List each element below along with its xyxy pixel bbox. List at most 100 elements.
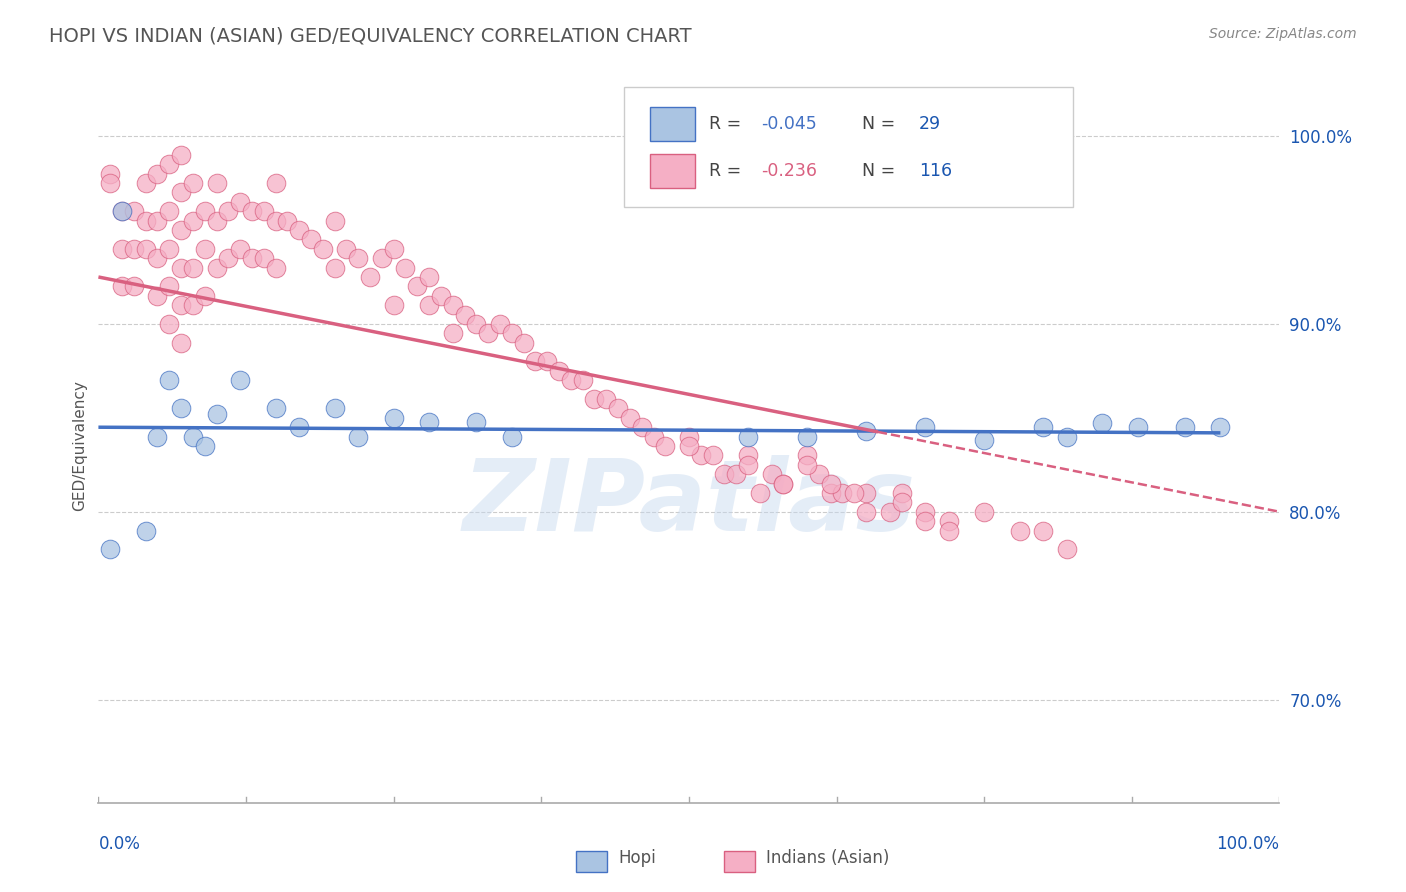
Point (583, 392, 606, 406)
Text: Source: ZipAtlas.com: Source: ZipAtlas.com (1209, 27, 1357, 41)
Point (170, 223, 193, 237)
Point (689, 449, 711, 463)
Text: R =: R = (709, 115, 747, 133)
Point (146, 213, 169, 227)
Point (938, 524, 960, 538)
Point (748, 486, 770, 500)
Point (170, 186, 193, 200)
Point (406, 279, 429, 293)
Point (654, 439, 676, 453)
Point (157, 204, 180, 219)
Point (181, 176, 204, 190)
Point (914, 420, 936, 434)
Point (181, 213, 204, 227)
Point (205, 407, 228, 421)
Point (382, 242, 405, 256)
Point (820, 476, 842, 491)
Point (1209, 420, 1232, 434)
Point (98, 167, 121, 181)
Point (323, 401, 346, 416)
Point (1174, 420, 1197, 434)
Point (229, 373, 252, 387)
Point (1032, 420, 1054, 434)
Point (737, 429, 759, 443)
Point (359, 270, 381, 285)
Point (205, 213, 228, 227)
Point (111, 242, 134, 256)
Point (135, 524, 157, 538)
Point (170, 401, 193, 416)
Point (323, 213, 346, 227)
Point (157, 157, 180, 171)
Point (347, 429, 370, 443)
Point (157, 373, 180, 387)
Point (335, 242, 357, 256)
Point (772, 476, 794, 491)
Point (890, 495, 912, 509)
Point (831, 486, 853, 500)
Point (536, 354, 558, 368)
Point (146, 251, 169, 265)
Point (229, 242, 252, 256)
Point (170, 260, 193, 275)
Point (194, 289, 217, 303)
Text: 0.0%: 0.0% (98, 835, 141, 853)
Point (229, 194, 252, 209)
Point (571, 373, 593, 387)
Point (560, 373, 582, 387)
Point (879, 505, 901, 519)
Point (465, 317, 488, 331)
Point (288, 223, 311, 237)
Text: N =: N = (851, 115, 900, 133)
Point (973, 434, 995, 448)
Point (122, 242, 145, 256)
Point (264, 213, 287, 227)
Point (217, 251, 239, 265)
Point (111, 204, 134, 219)
Point (418, 298, 440, 312)
Point (240, 251, 263, 265)
Point (807, 467, 830, 482)
Point (418, 270, 440, 285)
Point (122, 279, 145, 293)
Point (796, 429, 818, 443)
Point (264, 401, 287, 416)
Point (253, 251, 276, 265)
Point (135, 176, 157, 190)
FancyBboxPatch shape (650, 107, 695, 141)
Text: 100.0%: 100.0% (1216, 835, 1279, 853)
Point (761, 467, 783, 482)
Point (111, 204, 134, 219)
Point (501, 429, 523, 443)
Point (371, 251, 394, 265)
Point (619, 410, 641, 425)
Point (441, 326, 464, 341)
Point (796, 449, 818, 463)
Text: 29: 29 (920, 115, 942, 133)
Point (253, 204, 276, 219)
Point (796, 458, 818, 472)
FancyBboxPatch shape (650, 154, 695, 188)
Point (181, 429, 204, 443)
Point (713, 467, 735, 482)
Point (135, 242, 157, 256)
Point (1091, 417, 1114, 431)
Point (394, 260, 416, 275)
Point (170, 298, 193, 312)
FancyBboxPatch shape (624, 87, 1073, 207)
Text: -0.236: -0.236 (761, 162, 817, 180)
Y-axis label: GED/Equivalency: GED/Equivalency (72, 381, 87, 511)
Point (194, 204, 217, 219)
Point (323, 260, 346, 275)
Point (382, 298, 405, 312)
Point (217, 204, 239, 219)
Point (146, 289, 169, 303)
Point (737, 458, 759, 472)
Point (240, 204, 263, 219)
Point (501, 326, 523, 341)
Point (194, 439, 217, 453)
Point (844, 486, 866, 500)
Point (146, 167, 169, 181)
Point (1032, 524, 1054, 538)
Point (264, 176, 287, 190)
